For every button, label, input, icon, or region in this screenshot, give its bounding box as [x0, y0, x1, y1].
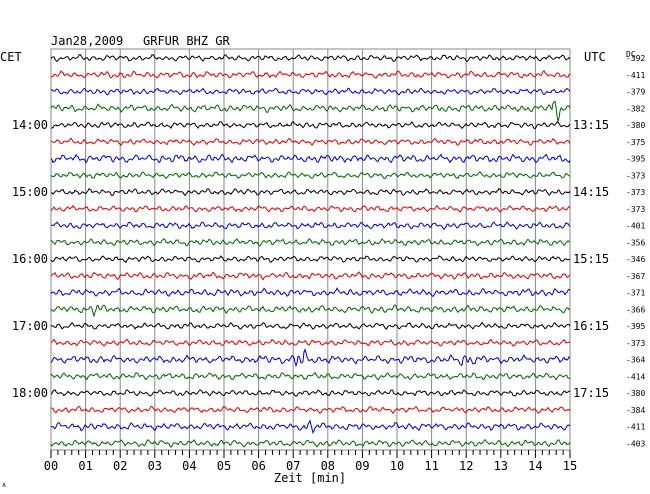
x-tick-label-15: 15	[563, 459, 577, 473]
x-tick-label-7: 07	[286, 459, 300, 473]
right-zone-label: UTC	[584, 50, 606, 64]
dc-offset-2: -379	[626, 88, 645, 97]
trace-6	[50, 153, 571, 164]
dc-offset-8: -373	[626, 188, 645, 197]
trace-17	[50, 338, 571, 347]
trace-10	[50, 221, 571, 231]
trace-0	[50, 53, 571, 63]
x-axis-label: Zeit [min]	[274, 471, 346, 485]
dc-offset-18: -364	[626, 356, 645, 365]
x-tick-label-0: 00	[44, 459, 58, 473]
x-tick-label-10: 10	[390, 459, 404, 473]
left-hour-labels: 14:00 15:00 16:00 17:00 18:00	[12, 118, 48, 400]
left-hour-label-8: 15:00	[12, 185, 48, 199]
minute-gridlines	[85, 49, 536, 450]
trace-7	[50, 170, 571, 180]
x-tick-label-12: 12	[459, 459, 473, 473]
left-hour-label-20: 18:00	[12, 386, 48, 400]
plot-frame	[50, 48, 571, 451]
x-tick-label-8: 08	[321, 459, 335, 473]
dc-offset-9: -373	[626, 205, 645, 214]
right-hour-label-8: 14:15	[573, 185, 609, 199]
dc-offset-23: -403	[626, 439, 645, 448]
trace-5	[50, 137, 571, 147]
dc-label: DC	[626, 50, 636, 59]
dc-offset-3: -382	[626, 104, 645, 113]
right-hour-labels: 13:15 14:15 15:15 16:15 17:15	[573, 118, 609, 400]
trace-20	[50, 389, 571, 397]
chart-station: GRFUR BHZ GR	[143, 34, 230, 48]
left-zone-label: CET	[0, 50, 22, 64]
dc-offset-labels: -392 -411 -379 -382 -380 -375 -395 -373 -373 -373…	[626, 54, 645, 448]
x-axis: 00 01 02 03 04 05 06 07 08 09 10 11 12 13 14 15	[44, 450, 577, 473]
right-hour-label-12: 15:15	[573, 252, 609, 266]
trace-8	[50, 187, 571, 197]
x-tick-label-5: 05	[217, 459, 231, 473]
dc-offset-14: -371	[626, 289, 645, 298]
right-hour-label-16: 16:15	[573, 319, 609, 333]
right-hour-label-20: 17:15	[573, 386, 609, 400]
x-tick-label-3: 03	[148, 459, 162, 473]
dc-offset-19: -414	[626, 372, 645, 381]
trace-3	[50, 100, 571, 122]
corner-mark: ∧	[2, 481, 6, 489]
dc-offset-12: -346	[626, 255, 645, 264]
chart-date: Jan28,2009	[51, 34, 123, 48]
trace-13	[50, 271, 571, 281]
trace-9	[50, 204, 571, 213]
dc-offset-1: -411	[626, 71, 645, 80]
trace-15	[50, 304, 571, 318]
trace-11	[50, 238, 571, 247]
trace-14	[50, 287, 571, 298]
trace-12	[50, 255, 571, 264]
dc-offset-16: -395	[626, 322, 645, 331]
x-tick-label-14: 14	[528, 459, 542, 473]
left-hour-label-4: 14:00	[12, 118, 48, 132]
dc-offset-22: -411	[626, 423, 645, 432]
dc-offset-4: -380	[626, 121, 645, 130]
dc-offset-7: -373	[626, 171, 645, 180]
right-hour-label-4: 13:15	[573, 118, 609, 132]
x-tick-label-11: 11	[424, 459, 438, 473]
trace-16	[50, 321, 571, 330]
trace-23	[50, 438, 571, 448]
x-tick-label-6: 06	[251, 459, 265, 473]
x-tick-label-13: 13	[494, 459, 508, 473]
dc-offset-5: -375	[626, 138, 645, 147]
dc-offset-11: -356	[626, 238, 645, 247]
dc-offset-17: -373	[626, 339, 645, 348]
dc-offset-15: -366	[626, 305, 645, 314]
dc-offset-6: -395	[626, 155, 645, 164]
trace-1	[50, 69, 571, 79]
dc-offset-13: -367	[626, 272, 645, 281]
trace-4	[50, 120, 571, 130]
seismic-traces	[50, 53, 571, 448]
trace-22	[50, 419, 571, 435]
left-hour-label-12: 16:00	[12, 252, 48, 266]
trace-21	[50, 405, 571, 415]
x-tick-label-1: 01	[78, 459, 92, 473]
x-tick-label-4: 04	[182, 459, 196, 473]
x-tick-label-2: 02	[113, 459, 127, 473]
trace-2	[50, 87, 571, 96]
dc-offset-20: -380	[626, 389, 645, 398]
x-tick-label-9: 09	[355, 459, 369, 473]
trace-19	[50, 371, 571, 381]
dc-offset-10: -401	[626, 222, 645, 231]
left-hour-label-16: 17:00	[12, 319, 48, 333]
dc-offset-21: -384	[626, 406, 645, 415]
trace-18	[50, 348, 571, 368]
dc-offset-0: -392	[626, 54, 645, 63]
